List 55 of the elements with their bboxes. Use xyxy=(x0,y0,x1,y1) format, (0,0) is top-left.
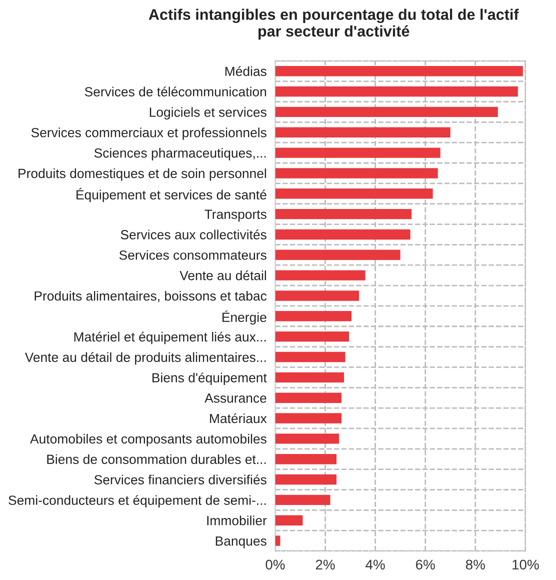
bar xyxy=(275,250,400,260)
y-tick-label: Immobilier xyxy=(207,516,267,526)
bar xyxy=(275,106,498,118)
x-tick-label: 2% xyxy=(316,560,335,570)
bar xyxy=(275,168,438,178)
x-tick-label: 6% xyxy=(416,560,435,570)
y-tick-label: Énergie xyxy=(222,310,266,325)
bar xyxy=(275,208,412,220)
bar xyxy=(275,86,518,97)
y-tick-label: Logiciels et services xyxy=(150,107,266,120)
y-tick-label: Produits alimentaires, boissons et tabac xyxy=(34,290,267,302)
y-tick-label: Automobiles et composants automobiles xyxy=(30,434,266,446)
y-tick-label: Transports xyxy=(204,210,266,222)
x-tick-label: 8% xyxy=(466,560,485,570)
bar xyxy=(275,229,410,240)
bar xyxy=(275,434,340,444)
bar xyxy=(275,66,523,76)
y-tick-label: Banques xyxy=(216,536,266,548)
y-tick-label: Matériaux xyxy=(210,413,267,424)
y-tick-label: Sciences pharmaceutiques,... xyxy=(94,148,266,160)
bar xyxy=(275,494,330,506)
bar xyxy=(275,392,342,403)
bar xyxy=(275,270,366,280)
y-tick-label: Services aux collectivités xyxy=(120,230,266,240)
chart-title: Actifs intangibles en pourcentage du total de l'actif par secteur d'activité xyxy=(148,8,519,40)
bar xyxy=(275,536,280,546)
y-tick-label: Matériel et équipement liés aux... xyxy=(74,332,266,344)
y-tick-label: Services consommateurs xyxy=(119,250,266,260)
bar xyxy=(275,290,360,301)
y-tick-label: Services de télécommunication xyxy=(84,86,266,96)
bar xyxy=(275,311,352,322)
x-tick-label: 0% xyxy=(266,560,285,570)
y-tick-label: Biens de consommation durables et... xyxy=(47,454,266,464)
x-tick-label: 4% xyxy=(366,560,385,570)
y-tick-label: Biens d'équipement xyxy=(152,372,267,386)
bar xyxy=(275,474,337,485)
bar xyxy=(275,515,303,526)
y-tick-label: Semi-conducteurs et équipement de semi-... xyxy=(8,495,266,508)
bar xyxy=(275,331,350,342)
y-tick-label: Services financiers diversifiés xyxy=(94,474,266,484)
y-tick-label: Équipement et services de santé xyxy=(76,188,266,202)
x-tick-label: 10% xyxy=(512,560,539,570)
y-tick-label: Assurance xyxy=(204,394,266,403)
y-tick-label: Produits domestiques et de soin personnel xyxy=(18,168,266,181)
y-tick-label: Services commerciaux et professionnels xyxy=(31,128,266,140)
bar xyxy=(275,127,450,138)
bar xyxy=(275,413,342,424)
bar xyxy=(275,148,440,158)
y-tick-label: Vente au détail xyxy=(180,270,266,280)
bar xyxy=(275,454,337,464)
y-tick-label: Médias xyxy=(225,66,266,76)
y-tick-label: Vente au détail de produits alimentaires... xyxy=(24,352,266,365)
bar xyxy=(275,372,344,383)
bar xyxy=(275,188,433,199)
bar xyxy=(275,352,346,362)
